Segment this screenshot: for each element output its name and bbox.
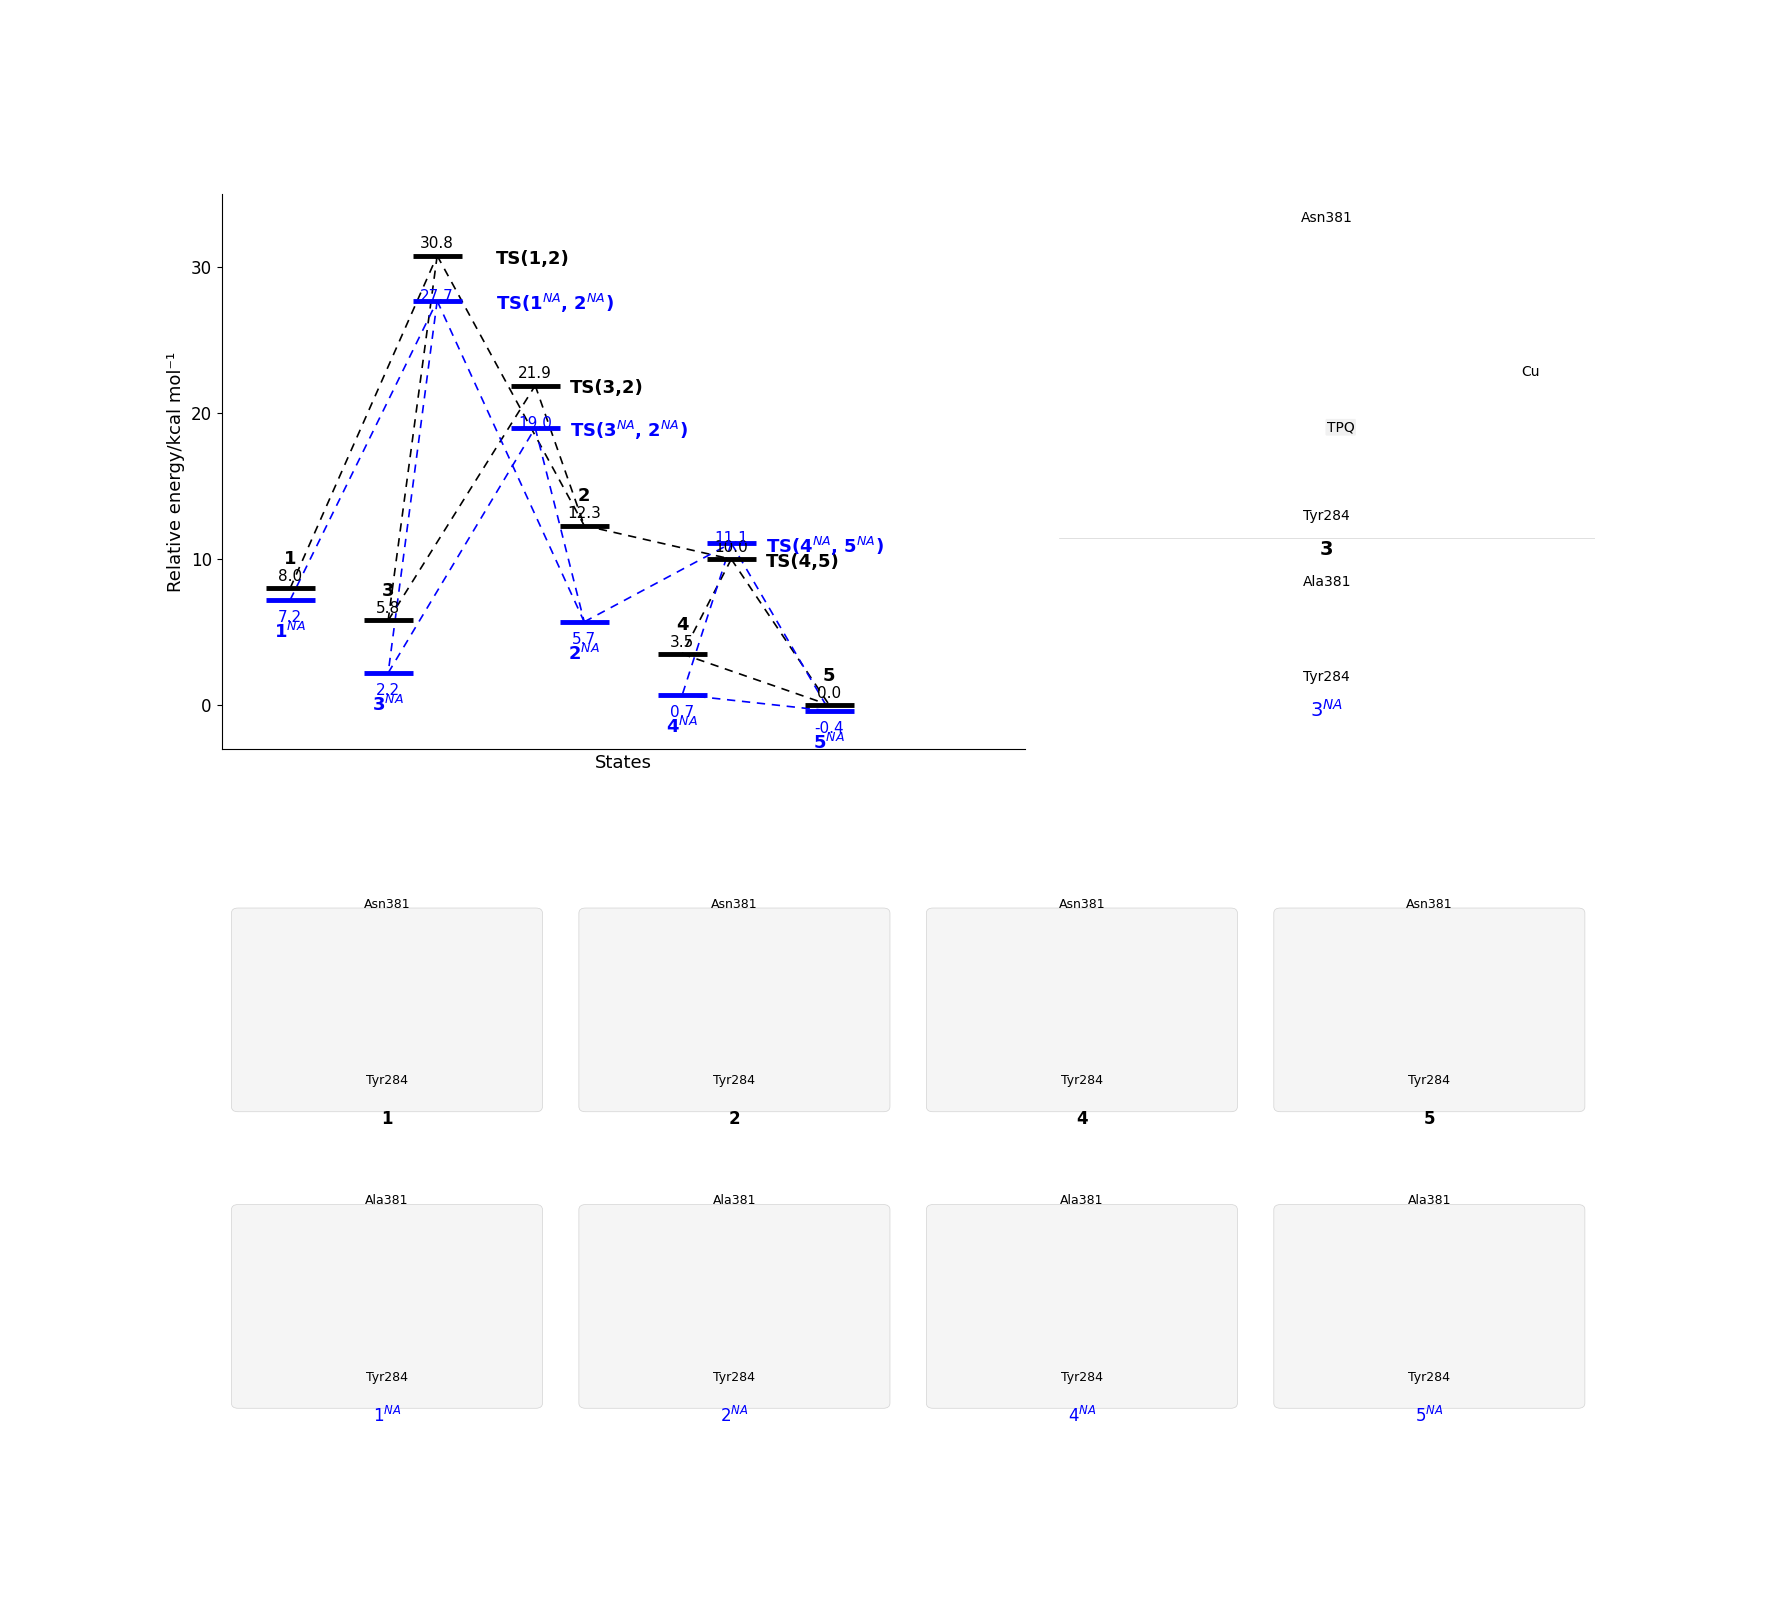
Text: 2: 2 bbox=[728, 1110, 741, 1129]
Text: 1: 1 bbox=[381, 1110, 393, 1129]
Text: TPQ: TPQ bbox=[1327, 420, 1354, 434]
Text: TS(4$^{NA}$, 5$^{NA}$): TS(4$^{NA}$, 5$^{NA}$) bbox=[766, 535, 884, 557]
Text: 11.1: 11.1 bbox=[714, 531, 748, 546]
Text: Ala381: Ala381 bbox=[1302, 575, 1350, 590]
Text: 0.0: 0.0 bbox=[817, 685, 842, 701]
Text: 10.0: 10.0 bbox=[714, 539, 748, 554]
Text: 2$^{NA}$: 2$^{NA}$ bbox=[569, 643, 601, 664]
Text: 27.7: 27.7 bbox=[420, 288, 454, 305]
Text: 4$^{NA}$: 4$^{NA}$ bbox=[666, 718, 698, 737]
Text: Tyr284: Tyr284 bbox=[714, 1074, 755, 1087]
FancyBboxPatch shape bbox=[232, 1205, 542, 1408]
FancyBboxPatch shape bbox=[579, 909, 890, 1111]
Text: $5^{NA}$: $5^{NA}$ bbox=[1416, 1406, 1444, 1426]
Text: Asn381: Asn381 bbox=[363, 897, 411, 910]
Text: 4: 4 bbox=[675, 616, 689, 633]
Text: Tyr284: Tyr284 bbox=[1061, 1371, 1102, 1383]
Text: 3.5: 3.5 bbox=[670, 635, 695, 650]
Text: TS(3$^{NA}$, 2$^{NA}$): TS(3$^{NA}$, 2$^{NA}$) bbox=[569, 420, 688, 442]
Text: TS(1$^{NA}$, 2$^{NA}$): TS(1$^{NA}$, 2$^{NA}$) bbox=[496, 292, 613, 316]
FancyBboxPatch shape bbox=[927, 1205, 1237, 1408]
FancyBboxPatch shape bbox=[232, 909, 542, 1111]
Text: 5.8: 5.8 bbox=[376, 601, 400, 616]
Text: 3: 3 bbox=[383, 582, 395, 601]
Text: Asn381: Asn381 bbox=[711, 897, 758, 910]
Text: 4: 4 bbox=[1076, 1110, 1088, 1129]
Text: $1^{NA}$: $1^{NA}$ bbox=[372, 1406, 400, 1426]
Y-axis label: Relative energy/kcal mol⁻¹: Relative energy/kcal mol⁻¹ bbox=[167, 352, 184, 591]
Text: 5: 5 bbox=[1423, 1110, 1435, 1129]
Text: -0.4: -0.4 bbox=[815, 721, 843, 735]
Text: 2: 2 bbox=[578, 488, 590, 505]
Text: Tyr284: Tyr284 bbox=[1304, 669, 1350, 684]
Text: 12.3: 12.3 bbox=[567, 505, 601, 522]
Text: TS(1,2): TS(1,2) bbox=[496, 249, 571, 267]
Text: Ala381: Ala381 bbox=[365, 1194, 409, 1207]
Text: Tyr284: Tyr284 bbox=[1409, 1074, 1449, 1087]
Text: Tyr284: Tyr284 bbox=[367, 1074, 408, 1087]
Text: 5.7: 5.7 bbox=[572, 632, 597, 646]
FancyBboxPatch shape bbox=[927, 909, 1237, 1111]
X-axis label: States: States bbox=[595, 755, 652, 773]
Text: 8.0: 8.0 bbox=[278, 569, 303, 583]
Text: $4^{NA}$: $4^{NA}$ bbox=[1067, 1406, 1097, 1426]
FancyBboxPatch shape bbox=[579, 1205, 890, 1408]
FancyBboxPatch shape bbox=[1274, 909, 1584, 1111]
Text: 5$^{NA}$: 5$^{NA}$ bbox=[813, 732, 845, 753]
Text: $3^{NA}$: $3^{NA}$ bbox=[1310, 700, 1343, 721]
Text: 7.2: 7.2 bbox=[278, 611, 303, 625]
Text: 19.0: 19.0 bbox=[517, 416, 553, 431]
Text: 2.2: 2.2 bbox=[376, 684, 400, 698]
Text: Ala381: Ala381 bbox=[712, 1194, 757, 1207]
Text: TS(4,5): TS(4,5) bbox=[766, 552, 840, 572]
Text: 3: 3 bbox=[1320, 539, 1334, 559]
Text: 21.9: 21.9 bbox=[517, 366, 553, 381]
Text: Tyr284: Tyr284 bbox=[367, 1371, 408, 1383]
Text: Asn381: Asn381 bbox=[1405, 897, 1453, 910]
Text: 30.8: 30.8 bbox=[420, 237, 454, 251]
Text: $2^{NA}$: $2^{NA}$ bbox=[719, 1406, 750, 1426]
Text: 1$^{NA}$: 1$^{NA}$ bbox=[275, 622, 307, 642]
Text: 1: 1 bbox=[284, 551, 296, 569]
Text: Tyr284: Tyr284 bbox=[1061, 1074, 1102, 1087]
Text: 3$^{NA}$: 3$^{NA}$ bbox=[372, 695, 404, 714]
Text: Tyr284: Tyr284 bbox=[1304, 509, 1350, 523]
Text: TS(3,2): TS(3,2) bbox=[569, 379, 643, 397]
Text: Cu: Cu bbox=[1520, 364, 1540, 379]
Text: Tyr284: Tyr284 bbox=[1409, 1371, 1449, 1383]
Text: Asn381: Asn381 bbox=[1058, 897, 1106, 910]
Text: 5: 5 bbox=[822, 667, 836, 685]
Text: Tyr284: Tyr284 bbox=[714, 1371, 755, 1383]
Text: Ala381: Ala381 bbox=[1407, 1194, 1451, 1207]
Text: Asn381: Asn381 bbox=[1301, 211, 1352, 225]
FancyBboxPatch shape bbox=[1274, 1205, 1584, 1408]
Text: 0.7: 0.7 bbox=[670, 705, 695, 719]
Text: Ala381: Ala381 bbox=[1060, 1194, 1104, 1207]
